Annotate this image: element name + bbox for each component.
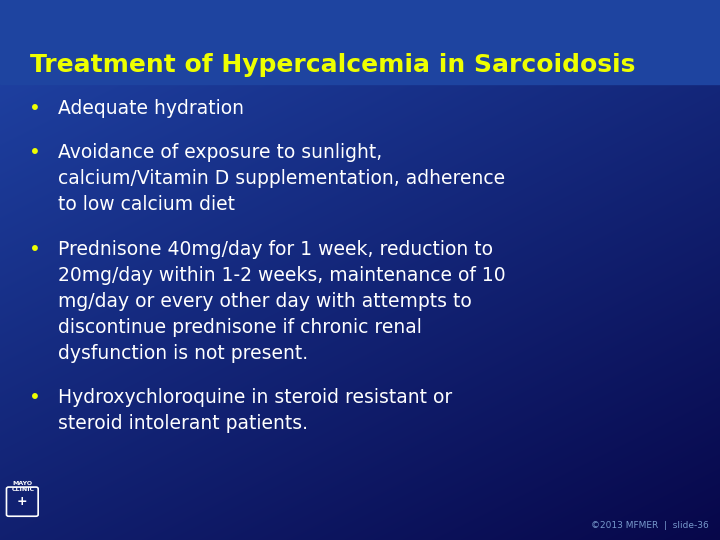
- Text: Adequate hydration: Adequate hydration: [58, 98, 243, 118]
- Text: mg/day or every other day with attempts to: mg/day or every other day with attempts …: [58, 292, 472, 311]
- Text: Avoidance of exposure to sunlight,: Avoidance of exposure to sunlight,: [58, 143, 382, 163]
- Text: discontinue prednisone if chronic renal: discontinue prednisone if chronic renal: [58, 318, 421, 337]
- Text: •: •: [29, 388, 40, 408]
- Text: to low calcium diet: to low calcium diet: [58, 195, 235, 214]
- Text: Hydroxychloroquine in steroid resistant or: Hydroxychloroquine in steroid resistant …: [58, 388, 452, 408]
- Text: Treatment of Hypercalcemia in Sarcoidosis: Treatment of Hypercalcemia in Sarcoidosi…: [30, 53, 636, 77]
- Text: Prednisone 40mg/day for 1 week, reduction to: Prednisone 40mg/day for 1 week, reductio…: [58, 240, 492, 259]
- Text: steroid intolerant patients.: steroid intolerant patients.: [58, 414, 307, 434]
- Text: •: •: [29, 240, 40, 259]
- Text: +: +: [17, 495, 27, 508]
- Text: 20mg/day within 1-2 weeks, maintenance of 10: 20mg/day within 1-2 weeks, maintenance o…: [58, 266, 505, 285]
- Text: ©2013 MFMER  |  slide-36: ©2013 MFMER | slide-36: [591, 521, 709, 530]
- Text: dysfunction is not present.: dysfunction is not present.: [58, 343, 307, 363]
- Text: •: •: [29, 98, 40, 118]
- Bar: [0, 0, 720, 84]
- Text: calcium/Vitamin D supplementation, adherence: calcium/Vitamin D supplementation, adher…: [58, 169, 505, 188]
- Text: MAYO
CLINIC: MAYO CLINIC: [12, 481, 35, 492]
- Text: •: •: [29, 143, 40, 163]
